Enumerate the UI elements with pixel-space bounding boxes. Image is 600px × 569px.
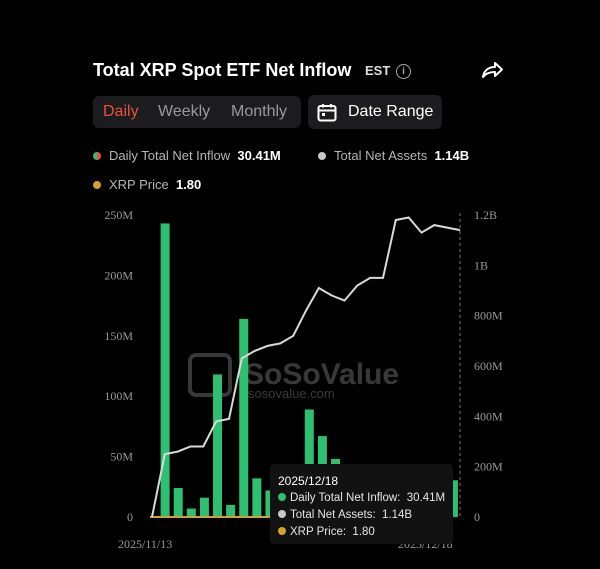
- inflow-bar: [265, 490, 275, 517]
- chart-title: Total XRP Spot ETF Net Inflow: [93, 60, 352, 80]
- y-left-tick: 50M: [110, 450, 133, 464]
- legend-value: 1.80: [175, 177, 202, 192]
- inflow-bar: [304, 409, 314, 517]
- inflow-bar: [173, 488, 183, 517]
- y-left-tick: 250M: [104, 208, 133, 222]
- timezone-label[interactable]: EST: [365, 63, 391, 78]
- y-axis-right: 1.2B 1B 800M 600M 400M 200M 0: [474, 208, 503, 524]
- y-right-tick: 1.2B: [474, 208, 497, 222]
- watermark: SoSoValue sosovalue.com: [188, 353, 399, 401]
- inflow-bar: [160, 223, 170, 517]
- tooltip-row-price: XRP Price: 1.80: [278, 526, 375, 538]
- x-tick-start: 2025/11/13: [118, 537, 172, 551]
- share-icon[interactable]: [480, 58, 504, 82]
- y-left-tick: 150M: [104, 329, 133, 343]
- tooltip-date: 2025/12/18: [278, 474, 339, 488]
- y-right-tick: 600M: [474, 359, 503, 373]
- date-range-button[interactable]: Date Range: [308, 95, 442, 129]
- y-right-tick: 1B: [474, 258, 488, 272]
- y-left-tick: 0: [127, 510, 133, 524]
- y-right-tick: 400M: [474, 409, 503, 423]
- inflow-bar: [213, 374, 223, 517]
- inflow-bar: [199, 497, 209, 517]
- legend-dot-inflow: [93, 151, 101, 160]
- inflow-bar: [186, 508, 196, 517]
- watermark-url: sosovalue.com: [248, 386, 335, 401]
- y-right-tick: 0: [474, 510, 480, 524]
- legend-value: 30.41M: [237, 148, 281, 163]
- inflow-bar: [252, 478, 262, 517]
- y-right-tick: 800M: [474, 309, 503, 323]
- legend-item-net-assets[interactable]: Total Net Assets 1.14B: [318, 148, 469, 163]
- tab-daily[interactable]: Daily: [103, 103, 139, 120]
- period-tabs: Daily Weekly Monthly: [93, 96, 301, 128]
- tab-weekly[interactable]: Weekly: [158, 103, 211, 120]
- inflow-bar: [239, 318, 249, 517]
- legend-item-xrp-price[interactable]: XRP Price 1.80: [93, 177, 201, 192]
- tab-monthly[interactable]: Monthly: [231, 103, 288, 120]
- legend-dot-price: [93, 180, 101, 189]
- tooltip-row-inflow: Daily Total Net Inflow: 30.41M: [278, 492, 445, 504]
- legend-dot-assets: [318, 151, 326, 160]
- legend-label: Total Net Assets: [334, 148, 428, 163]
- inflow-bar: [226, 504, 236, 517]
- legend-label: XRP Price: [109, 177, 169, 192]
- date-range-label: Date Range: [348, 103, 434, 120]
- watermark-brand: SoSoValue: [244, 358, 399, 391]
- legend-label: Daily Total Net Inflow: [109, 148, 231, 163]
- y-left-tick: 200M: [104, 268, 133, 282]
- y-left-tick: 100M: [104, 389, 133, 403]
- legend-value: 1.14B: [434, 148, 470, 163]
- net-assets-line: [151, 216, 461, 518]
- inflow-bar: [448, 480, 458, 517]
- calendar-icon: [317, 104, 337, 122]
- tooltip: 2025/12/18 Daily Total Net Inflow: 30.41…: [270, 464, 453, 544]
- tooltip-row-assets: Total Net Assets: 1.14B: [278, 509, 412, 521]
- info-icon[interactable]: i: [396, 64, 411, 79]
- y-axis-left: 250M 200M 150M 100M 50M 0: [104, 208, 133, 524]
- y-right-tick: 200M: [474, 460, 503, 474]
- legend-item-daily-inflow[interactable]: Daily Total Net Inflow 30.41M: [93, 148, 281, 163]
